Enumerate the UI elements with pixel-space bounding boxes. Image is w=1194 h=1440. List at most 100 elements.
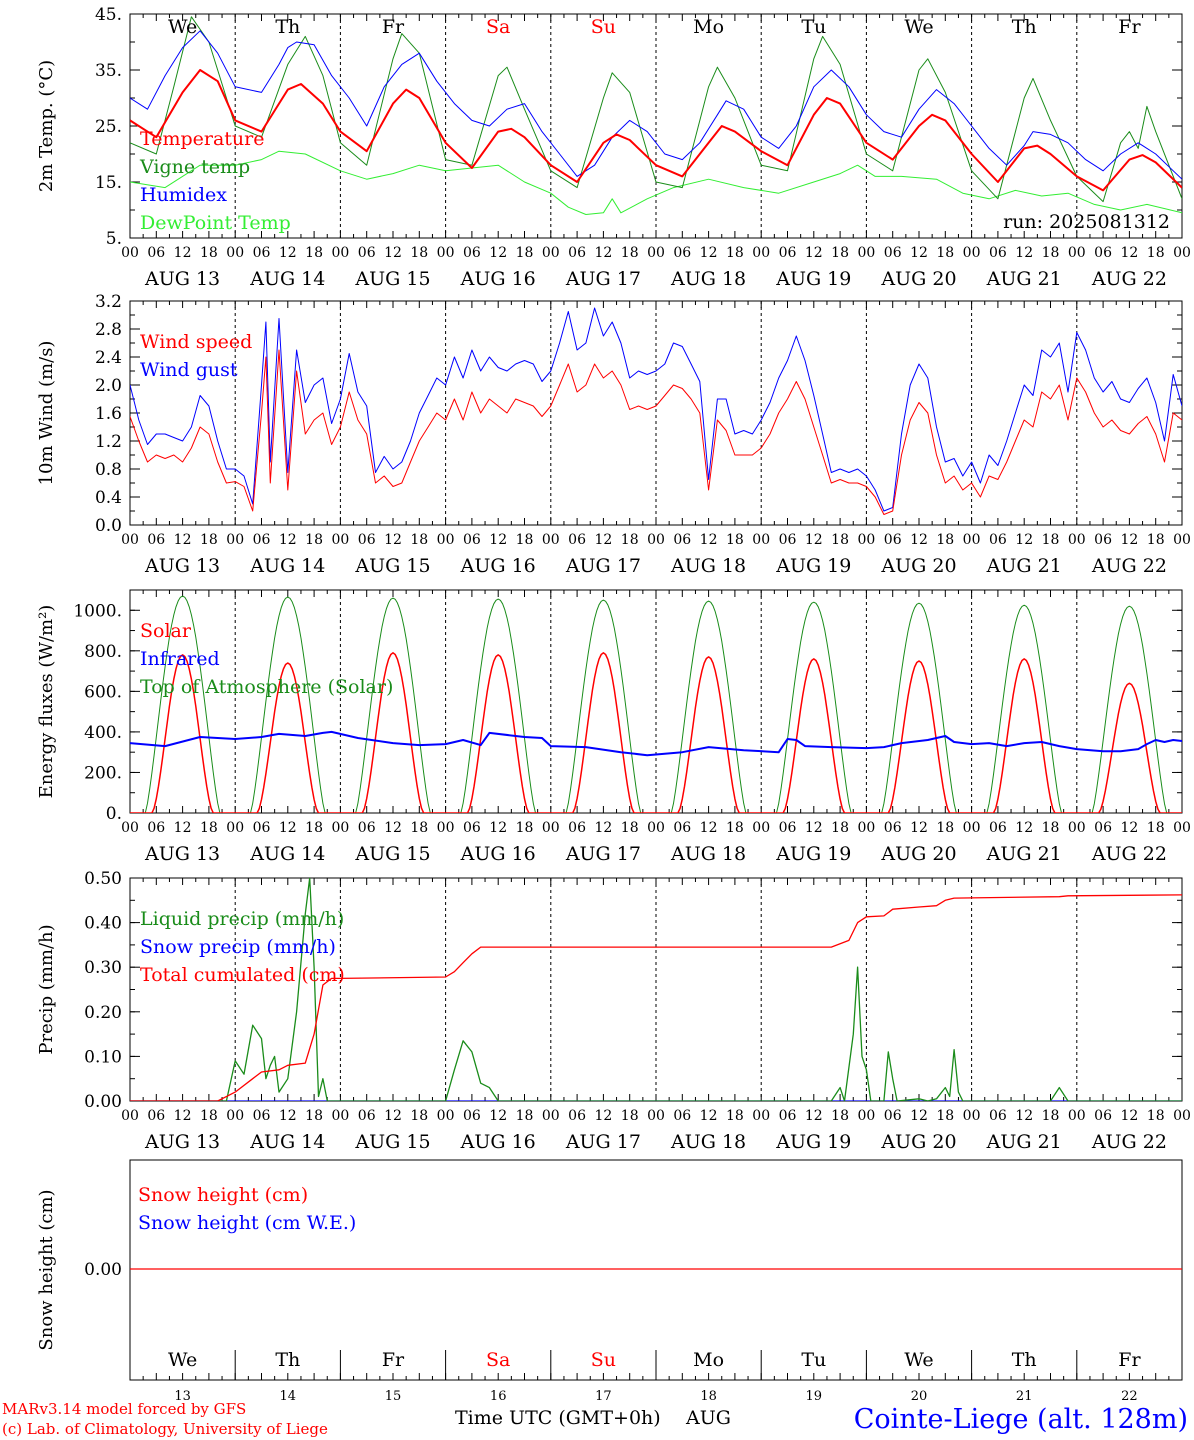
hour-tick-label: 18 bbox=[726, 532, 744, 548]
hour-tick-label: 18 bbox=[305, 820, 323, 836]
weekday-label: Tu bbox=[801, 1349, 826, 1371]
hour-tick-label: 18 bbox=[410, 532, 428, 548]
hour-tick-label: 06 bbox=[463, 1108, 481, 1124]
hour-tick-label: 06 bbox=[884, 245, 902, 261]
hour-tick-label: 00 bbox=[1173, 820, 1191, 836]
hour-tick-label: 06 bbox=[253, 245, 271, 261]
hour-tick-label: 00 bbox=[542, 532, 560, 548]
hour-tick-label: 06 bbox=[989, 1108, 1007, 1124]
date-label: AUG 13 bbox=[144, 555, 220, 577]
hour-tick-label: 06 bbox=[358, 245, 376, 261]
hour-tick-label: 00 bbox=[857, 820, 875, 836]
hour-tick-label: 12 bbox=[910, 245, 928, 261]
weekday-label: We bbox=[168, 1349, 197, 1371]
date-label: AUG 13 bbox=[144, 268, 220, 290]
hour-tick-label: 00 bbox=[1173, 1108, 1191, 1124]
hour-tick-label: 18 bbox=[831, 532, 849, 548]
hour-tick-label: 12 bbox=[594, 1108, 612, 1124]
hour-tick-label: 18 bbox=[305, 245, 323, 261]
hour-tick-label: 06 bbox=[884, 1108, 902, 1124]
y-tick-label: 0. bbox=[106, 804, 122, 824]
hour-tick-label: 00 bbox=[647, 820, 665, 836]
legend-entry: Wind gust bbox=[140, 359, 238, 381]
legend-entry: Total cumulated (cm) bbox=[140, 964, 345, 986]
hour-tick-label: 00 bbox=[331, 245, 349, 261]
hour-tick-label: 18 bbox=[200, 820, 218, 836]
hour-tick-label: 12 bbox=[594, 245, 612, 261]
hour-tick-label: 00 bbox=[226, 820, 244, 836]
date-label: AUG 21 bbox=[986, 268, 1062, 290]
date-label: AUG 13 bbox=[144, 1131, 220, 1153]
hour-tick-label: 06 bbox=[989, 820, 1007, 836]
day-number-label: 19 bbox=[806, 1389, 823, 1404]
hour-tick-label: 06 bbox=[463, 820, 481, 836]
hour-tick-label: 06 bbox=[779, 245, 797, 261]
hour-tick-label: 00 bbox=[437, 532, 455, 548]
temperature-lines bbox=[130, 16, 1182, 215]
weekday-label: We bbox=[904, 1349, 933, 1371]
series-wind-gust bbox=[130, 307, 1182, 512]
hour-tick-label: 18 bbox=[410, 1108, 428, 1124]
weekday-label: Fr bbox=[1118, 16, 1141, 38]
hour-tick-label: 00 bbox=[1068, 820, 1086, 836]
hour-tick-label: 18 bbox=[936, 820, 954, 836]
hour-tick-label: 12 bbox=[805, 820, 823, 836]
hour-tick-label: 00 bbox=[437, 245, 455, 261]
date-label: AUG 20 bbox=[880, 843, 956, 865]
date-label: AUG 14 bbox=[249, 843, 325, 865]
hour-tick-label: 18 bbox=[1147, 245, 1165, 261]
y-tick-label: 0.50 bbox=[84, 869, 122, 889]
legend-entry: Solar bbox=[140, 620, 192, 642]
date-label: AUG 14 bbox=[249, 1131, 325, 1153]
hour-tick-label: 06 bbox=[253, 1108, 271, 1124]
y-tick-label: 2.4 bbox=[95, 348, 122, 368]
date-label: AUG 19 bbox=[775, 1131, 851, 1153]
legend-entry: Temperature bbox=[140, 128, 264, 150]
hour-tick-label: 06 bbox=[568, 820, 586, 836]
hour-tick-label: 06 bbox=[147, 820, 165, 836]
series-infrared bbox=[130, 730, 1182, 757]
hour-tick-label: 12 bbox=[489, 532, 507, 548]
weekday-label: Fr bbox=[1118, 1349, 1141, 1371]
hour-tick-label: 00 bbox=[752, 1108, 770, 1124]
hour-tick-label: 12 bbox=[1120, 245, 1138, 261]
hour-tick-label: 12 bbox=[805, 1108, 823, 1124]
legend-entry: Wind speed bbox=[140, 331, 252, 353]
date-label: AUG 22 bbox=[1091, 555, 1167, 577]
weekday-label: Sa bbox=[486, 16, 510, 38]
hour-tick-label: 18 bbox=[410, 820, 428, 836]
footer: MARv3.14 model forced by GFS (c) Lab. of … bbox=[2, 1400, 1188, 1438]
hour-tick-label: 06 bbox=[1094, 245, 1112, 261]
date-label: AUG 13 bbox=[144, 843, 220, 865]
y-tick-label: 0.4 bbox=[95, 488, 122, 508]
y-tick-label: 0.40 bbox=[84, 914, 122, 934]
date-label: AUG 17 bbox=[565, 1131, 641, 1153]
hour-tick-label: 18 bbox=[1147, 820, 1165, 836]
hour-tick-label: 00 bbox=[226, 1108, 244, 1124]
hour-tick-label: 00 bbox=[647, 245, 665, 261]
hour-tick-label: 06 bbox=[568, 245, 586, 261]
hour-tick-label: 18 bbox=[831, 1108, 849, 1124]
hour-tick-label: 18 bbox=[1042, 532, 1060, 548]
date-label: AUG 14 bbox=[249, 268, 325, 290]
weekday-label: Th bbox=[275, 16, 300, 38]
hour-tick-label: 00 bbox=[1068, 1108, 1086, 1124]
hour-tick-label: 06 bbox=[358, 1108, 376, 1124]
hour-tick-label: 06 bbox=[568, 1108, 586, 1124]
hour-tick-label: 12 bbox=[279, 245, 297, 261]
legend-entry: Snow height (cm W.E.) bbox=[138, 1212, 356, 1234]
copyright-credit: (c) Lab. of Climatology, University of L… bbox=[2, 1420, 328, 1438]
date-label: AUG 17 bbox=[565, 268, 641, 290]
hour-tick-label: 12 bbox=[1120, 820, 1138, 836]
hour-tick-label: 12 bbox=[279, 820, 297, 836]
hour-tick-label: 18 bbox=[200, 532, 218, 548]
weekday-label: We bbox=[168, 16, 197, 38]
day-number-label: 21 bbox=[1016, 1389, 1033, 1404]
hour-tick-label: 18 bbox=[200, 245, 218, 261]
hour-tick-label: 00 bbox=[1068, 245, 1086, 261]
hour-tick-label: 06 bbox=[147, 245, 165, 261]
precip-lines bbox=[130, 878, 1182, 1101]
energy-lines bbox=[130, 595, 1182, 813]
hour-tick-label: 00 bbox=[857, 532, 875, 548]
weekday-label: Th bbox=[275, 1349, 300, 1371]
